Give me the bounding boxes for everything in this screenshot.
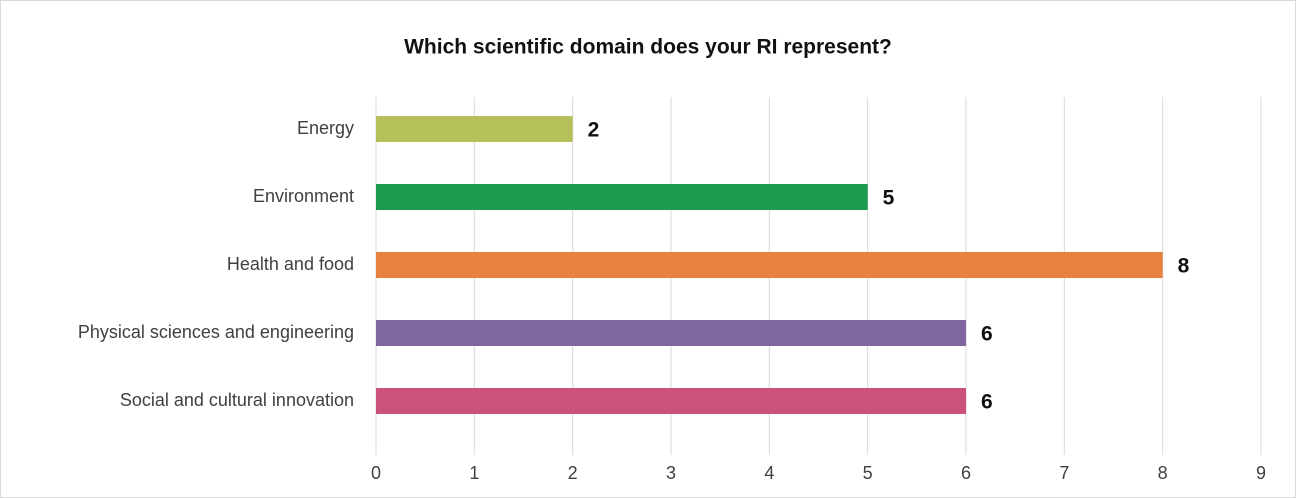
bar xyxy=(376,184,868,210)
chart-title: Which scientific domain does your RI rep… xyxy=(404,36,892,59)
x-tick-label: 1 xyxy=(469,463,479,483)
x-tick-label: 2 xyxy=(568,463,578,483)
x-tick-label: 5 xyxy=(863,463,873,483)
value-label: 2 xyxy=(588,119,600,142)
x-tick-label: 0 xyxy=(371,463,381,483)
y-tick-label: Social and cultural innovation xyxy=(120,390,354,410)
bar xyxy=(376,320,966,346)
x-tick-label: 8 xyxy=(1158,463,1168,483)
bar xyxy=(376,388,966,414)
x-tick-label: 9 xyxy=(1256,463,1266,483)
y-tick-label: Energy xyxy=(297,118,354,138)
x-tick-label: 6 xyxy=(961,463,971,483)
y-tick-label: Health and food xyxy=(227,254,354,274)
value-label: 6 xyxy=(981,323,993,346)
value-label: 8 xyxy=(1178,255,1190,278)
x-tick-label: 7 xyxy=(1059,463,1069,483)
x-tick-label: 3 xyxy=(666,463,676,483)
value-label: 6 xyxy=(981,391,993,414)
y-tick-label: Environment xyxy=(253,186,354,206)
x-tick-label: 4 xyxy=(764,463,774,483)
value-label: 5 xyxy=(883,187,895,210)
bar xyxy=(376,252,1163,278)
y-tick-label: Physical sciences and engineering xyxy=(78,322,354,342)
bar xyxy=(376,116,573,142)
